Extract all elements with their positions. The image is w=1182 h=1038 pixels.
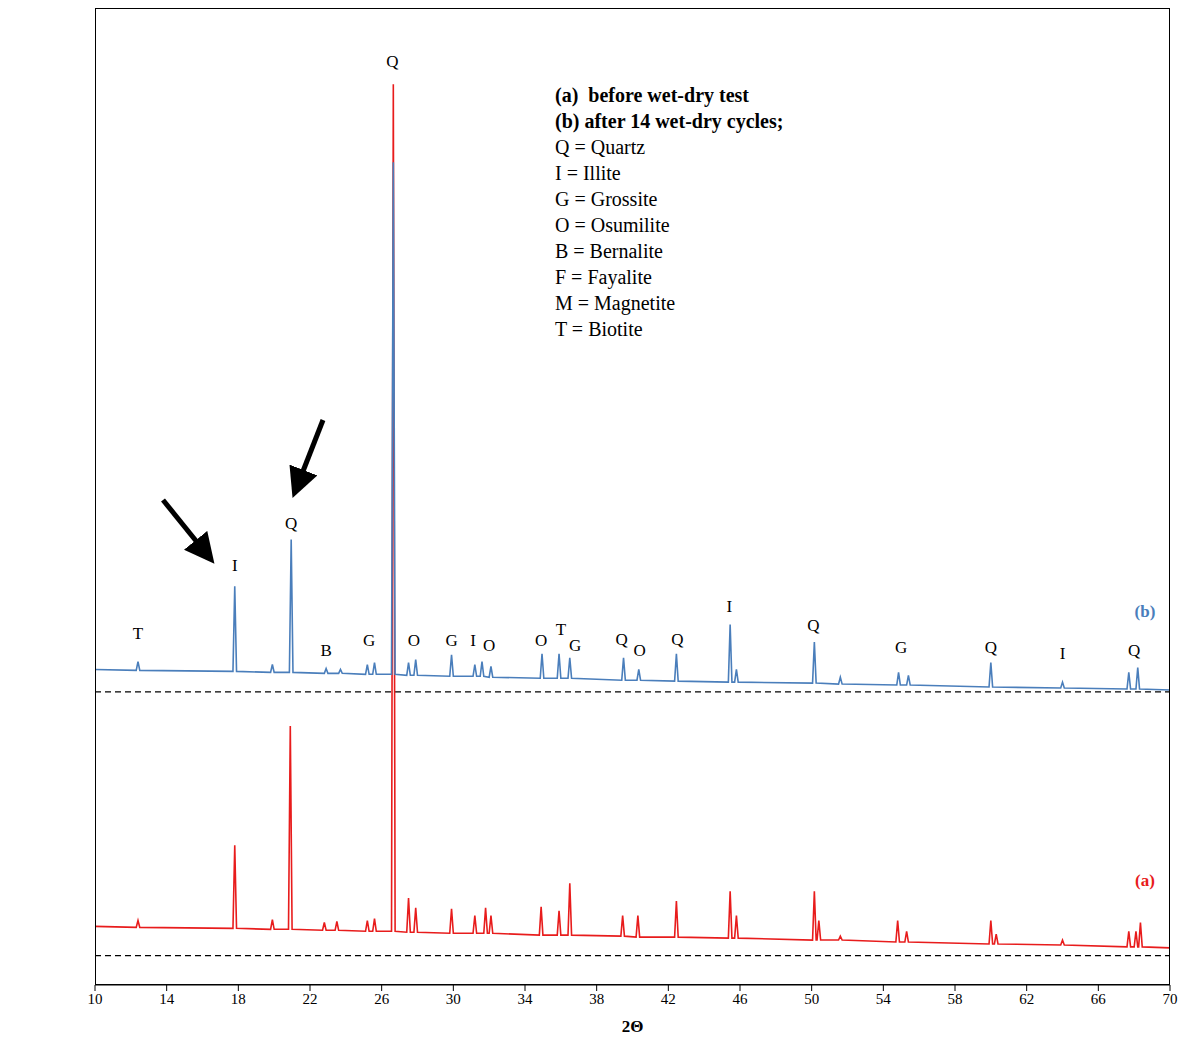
svg-text:38: 38 [589,991,604,1007]
svg-text:62: 62 [1019,991,1034,1007]
svg-text:Q: Q [985,638,997,657]
svg-text:Q: Q [386,52,398,71]
svg-text:B: B [320,641,331,660]
svg-text:70: 70 [1163,991,1178,1007]
html-text:Q = Quartz: Q = Quartz [555,136,646,158]
svg-text:T: T [556,620,567,639]
html-text:B = Bernalite: B = Bernalite [555,240,663,262]
svg-text:Q: Q [671,630,683,649]
svg-text:46: 46 [733,991,749,1007]
svg-text:22: 22 [303,991,318,1007]
svg-text:26: 26 [374,991,390,1007]
svg-text:T: T [133,624,144,643]
svg-text:(a): (a) [1135,871,1155,890]
svg-text:O: O [483,636,495,655]
svg-text:54: 54 [876,991,892,1007]
html-text:(a) before wet-dry test: (a) before wet-dry test [555,84,749,106]
svg-text:50: 50 [804,991,819,1007]
svg-text:I: I [726,597,732,616]
svg-text:O: O [535,631,547,650]
html-text:M = Magnetite: M = Magnetite [555,292,676,314]
svg-text:G: G [569,636,581,655]
svg-text:14: 14 [159,991,175,1007]
svg-text:I: I [232,556,238,575]
svg-text:34: 34 [518,991,534,1007]
svg-text:2Θ: 2Θ [622,1017,644,1036]
svg-text:30: 30 [446,991,461,1007]
svg-text:66: 66 [1091,991,1107,1007]
svg-text:Q: Q [807,616,819,635]
html-text:T = Biotite: T = Biotite [555,318,643,340]
svg-text:I: I [1060,644,1066,663]
svg-text:G: G [445,631,457,650]
svg-text:Q: Q [616,630,628,649]
svg-text:G: G [895,638,907,657]
svg-text:58: 58 [948,991,963,1007]
html-text:(b) after 14 wet-dry cycles;: (b) after 14 wet-dry cycles; [555,110,784,132]
html-text:G = Grossite: G = Grossite [555,188,658,210]
svg-text:42: 42 [661,991,676,1007]
svg-text:O: O [634,641,646,660]
html-text:O = Osumilite: O = Osumilite [555,214,670,236]
svg-text:G: G [363,631,375,650]
svg-text:Q: Q [285,514,297,533]
svg-text:(b): (b) [1135,602,1156,621]
svg-text:10: 10 [88,991,103,1007]
svg-text:O: O [408,631,420,650]
html-text:I = Illite: I = Illite [555,162,621,184]
html-text:F = Fayalite: F = Fayalite [555,266,652,288]
svg-text:I: I [470,631,476,650]
svg-text:Q: Q [1128,641,1140,660]
svg-text:18: 18 [231,991,246,1007]
